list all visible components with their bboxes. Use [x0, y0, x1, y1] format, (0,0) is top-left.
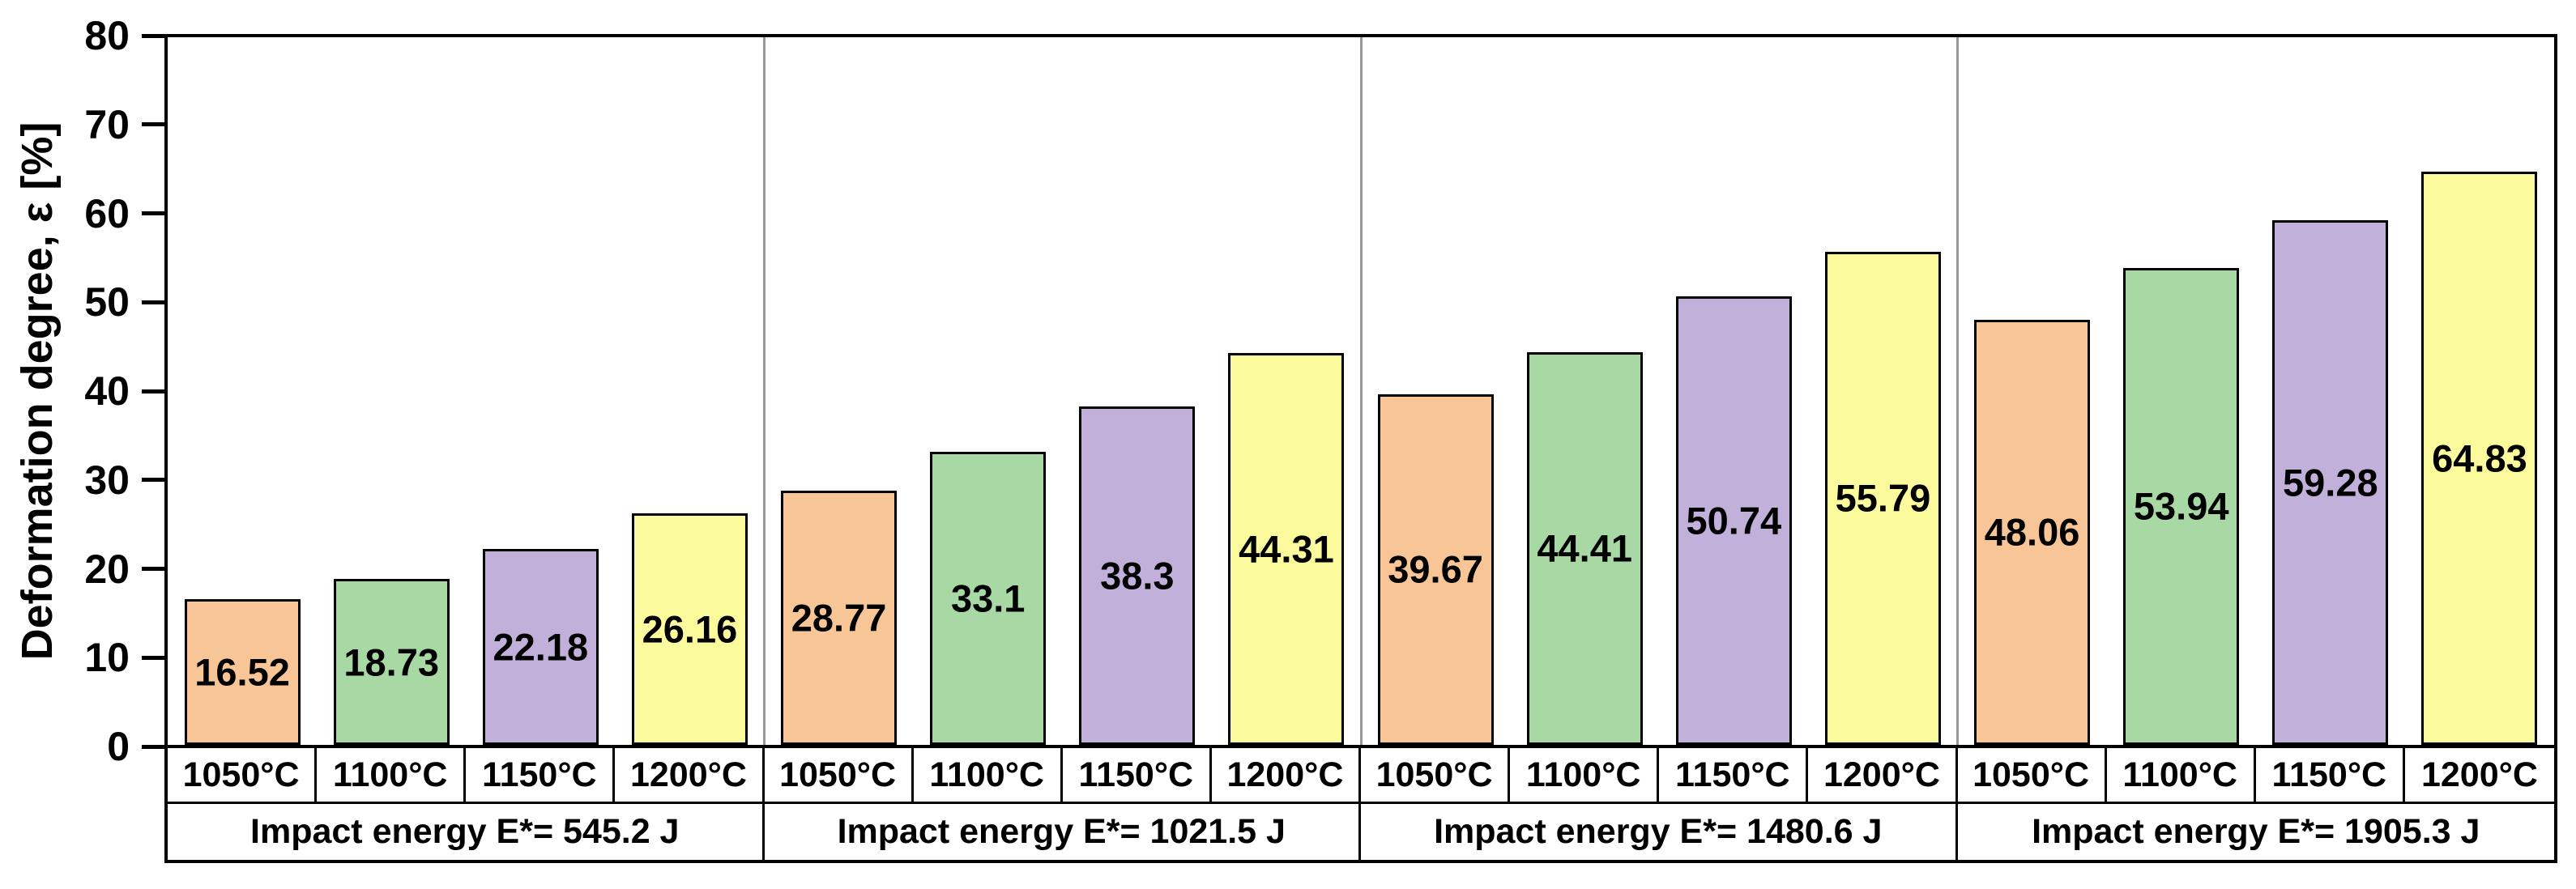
- temp-axis-cell: 1150°C: [1062, 748, 1212, 804]
- bar-value-label: 53.94: [2133, 484, 2229, 528]
- group-axis-cell: Impact energy E*= 1480.6 J: [1361, 804, 1958, 860]
- bar-value-label: 59.28: [2283, 461, 2378, 504]
- bar: 38.3: [1079, 406, 1196, 745]
- temp-axis-cell: 1100°C: [1510, 748, 1660, 804]
- bar-value-label: 48.06: [1984, 510, 2080, 554]
- group-axis-cell: Impact energy E*= 1021.5 J: [765, 804, 1361, 860]
- bar-value-label: 44.41: [1537, 526, 1632, 570]
- bar-group: 39.67 44.41 50.74 55.79: [1361, 37, 1958, 745]
- y-axis-tick-label: 50: [84, 279, 130, 325]
- bar: 44.31: [1228, 352, 1345, 745]
- y-axis-tick-label: 30: [84, 457, 130, 503]
- temp-axis-cell: 1050°C: [1361, 748, 1511, 804]
- y-axis-tick: [142, 300, 164, 304]
- y-axis-tick: [142, 478, 164, 483]
- temp-axis-cell: 1050°C: [764, 748, 914, 804]
- bar: 48.06: [1974, 319, 2091, 745]
- bar-value-label: 28.77: [791, 596, 887, 640]
- plot-area: 16.52 18.73 22.18 26.16 28.77 33.1 38.3 44.31 39…: [164, 34, 2557, 748]
- bar: 33.1: [930, 452, 1047, 745]
- temp-axis-cell: 1200°C: [2404, 748, 2554, 804]
- y-axis-tick-label: 60: [84, 190, 130, 236]
- bar: 22.18: [482, 548, 599, 745]
- temp-axis-cell: 1100°C: [2106, 748, 2256, 804]
- bar: 44.41: [1526, 351, 1643, 745]
- bar: 26.16: [631, 513, 748, 745]
- temp-axis-cell: 1050°C: [168, 748, 318, 804]
- y-axis-tick: [142, 389, 164, 393]
- y-axis-tick-label: 80: [84, 13, 130, 58]
- temp-axis-cell: 1050°C: [1957, 748, 2107, 804]
- temp-axis-cell: 1200°C: [1808, 748, 1958, 804]
- temp-axis-cell: 1200°C: [1211, 748, 1361, 804]
- axis-label-table: 1050°C 1100°C 1150°C 1200°C 1050°C 1100°C 1150…: [164, 748, 2557, 863]
- bar-value-label: 64.83: [2432, 436, 2527, 480]
- group-separator: [1359, 37, 1363, 745]
- temp-axis-cell: 1150°C: [466, 748, 616, 804]
- y-axis-tick-label: 0: [107, 724, 130, 769]
- bar: 28.77: [781, 490, 898, 745]
- bar: 39.67: [1377, 393, 1494, 745]
- bar-group: 48.06 53.94 59.28 64.83: [1958, 37, 2555, 745]
- y-axis-tick: [142, 122, 164, 127]
- y-axis-tick: [142, 211, 164, 215]
- bar-value-label: 50.74: [1686, 499, 1782, 542]
- bar-value-label: 18.73: [343, 640, 439, 684]
- bar-value-label: 16.52: [194, 650, 290, 694]
- bar: 50.74: [1675, 296, 1792, 745]
- y-axis-tick-label: 20: [84, 546, 130, 592]
- bar-group: 28.77 33.1 38.3 44.31: [765, 37, 1362, 745]
- y-axis-tick: [142, 33, 164, 38]
- bar-value-label: 39.67: [1388, 547, 1483, 591]
- bar-value-label: 22.18: [493, 625, 589, 669]
- bar: 59.28: [2272, 220, 2389, 745]
- group-separator: [763, 37, 766, 745]
- bar: 53.94: [2123, 267, 2240, 745]
- temp-axis-cell: 1100°C: [913, 748, 1063, 804]
- y-axis-tick-label: 10: [84, 635, 130, 681]
- bar: 16.52: [184, 598, 301, 745]
- y-axis-tick: [142, 655, 164, 660]
- y-axis-tick-label: 70: [84, 101, 130, 147]
- temp-axis-cell: 1150°C: [2255, 748, 2405, 804]
- group-axis-cell: Impact energy E*= 1905.3 J: [2032, 812, 2480, 851]
- bar-value-label: 44.31: [1239, 527, 1334, 571]
- bar-value-label: 55.79: [1835, 476, 1931, 520]
- bar-value-label: 26.16: [642, 607, 738, 651]
- y-axis-tick: [142, 567, 164, 571]
- temp-axis-cell: 1100°C: [317, 748, 467, 804]
- bar: 55.79: [1824, 251, 1941, 745]
- bar: 18.73: [333, 579, 450, 745]
- bar: 64.83: [2421, 171, 2538, 745]
- bar-value-label: 38.3: [1100, 554, 1175, 598]
- bar-value-label: 33.1: [950, 576, 1026, 620]
- y-axis-tick-label: 40: [84, 368, 130, 414]
- group-separator: [1956, 37, 1959, 745]
- temp-axis-cell: 1200°C: [615, 748, 765, 804]
- temp-axis-cell: 1150°C: [1659, 748, 1809, 804]
- y-axis-tick: [142, 744, 164, 749]
- bar-group: 16.52 18.73 22.18 26.16: [168, 37, 765, 745]
- group-axis-cell: Impact energy E*= 545.2 J: [168, 804, 765, 860]
